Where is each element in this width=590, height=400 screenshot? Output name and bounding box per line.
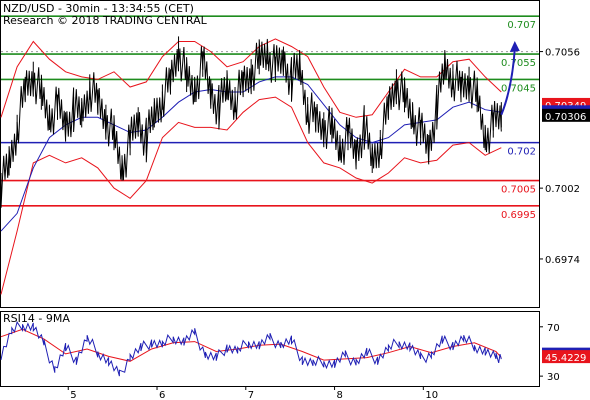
level-label-3: 0.702: [507, 147, 536, 158]
x-axis-label: 5: [70, 390, 76, 400]
price-panel-frame: [0, 0, 540, 308]
level-label-2: 0.7045: [501, 83, 536, 94]
bollinger-upper-line: [0, 38, 502, 118]
x-axis-label: 7: [248, 390, 254, 400]
rsi-axis-label: 70: [547, 323, 560, 334]
rsi-axis-label: 30: [547, 372, 560, 383]
rsi-line: [0, 320, 502, 377]
forecast-arrow-line: [500, 48, 516, 116]
chart-header-title: NZD/USD - 30min - 13:34:55 (CET): [3, 2, 194, 15]
price-badge-label: 0.70306: [545, 112, 586, 123]
rsi-panel-frame: [0, 311, 540, 387]
forecast-arrow-head: [509, 41, 520, 53]
axes: 0.70560.70020.69740.703490.703200.703065…: [67, 48, 590, 400]
level-label-1: 0.7055: [501, 58, 536, 69]
rsi-title: RSI14 - 9MA: [3, 312, 70, 325]
price-axis-label: 0.6974: [545, 255, 580, 266]
x-axis-label: 10: [425, 390, 438, 400]
level-label-5: 0.6995: [501, 210, 536, 221]
price-badge-bg: [542, 108, 590, 122]
price-axis-label: 0.7002: [545, 184, 580, 195]
rsi-badge-bg: [542, 350, 590, 364]
price-panel: 0.707 0.7055 0.7045 0.702 0.7005 0.6995: [0, 15, 539, 295]
price-line: [0, 39, 502, 208]
x-axis-label: 6: [159, 390, 165, 400]
rsi-ma9-line: [0, 328, 502, 362]
level-label-0: 0.707: [507, 20, 536, 31]
rsi-panel: [0, 320, 502, 377]
price-axis-label: 0.7056: [545, 48, 580, 59]
bollinger-lower-line: [0, 96, 502, 295]
rsi-badge-label: 45.4229: [545, 353, 586, 364]
chart-header-copyright: Research © 2018 TRADING CENTRAL: [3, 14, 208, 27]
x-axis-label: 8: [337, 390, 343, 400]
level-label-4: 0.7005: [501, 185, 536, 196]
